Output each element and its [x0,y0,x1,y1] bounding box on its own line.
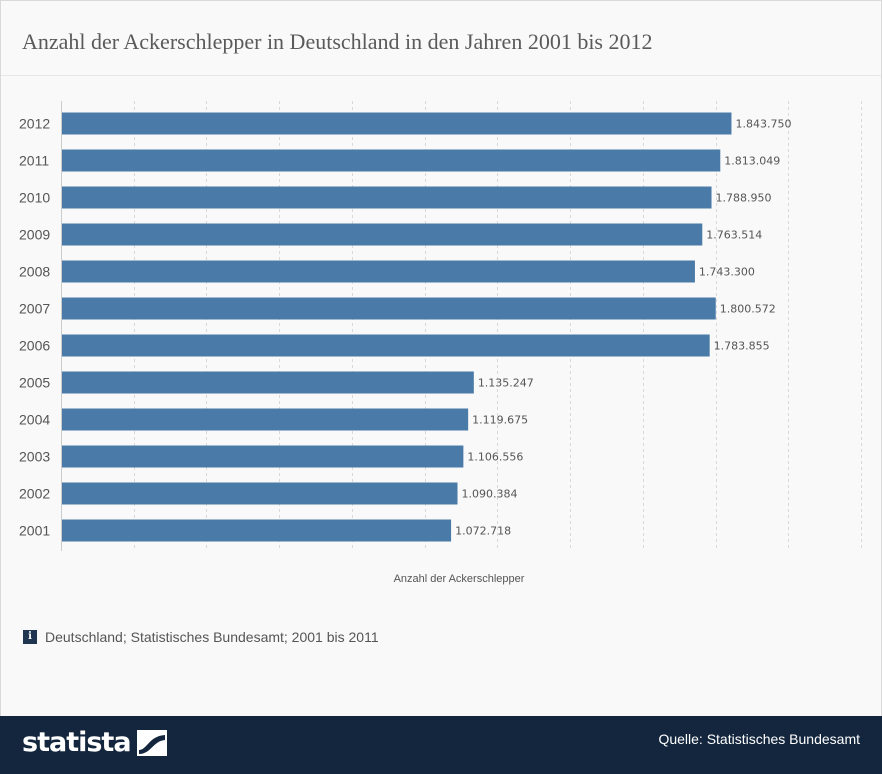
y-tick-label: 2011 [19,153,49,169]
bar [62,149,721,172]
footer: statista Quelle: Statistisches Bundesamt [0,716,882,774]
bar [62,223,703,246]
info-icon[interactable]: i [23,630,37,644]
source-note-text: Deutschland; Statistisches Bundesamt; 20… [45,629,379,645]
source-note: i Deutschland; Statistisches Bundesamt; … [23,629,379,645]
data-label: 1.106.556 [467,451,523,464]
data-label: 1.788.950 [716,192,772,205]
bar [62,297,716,320]
bar [62,445,464,468]
data-label: 1.090.384 [462,488,518,501]
y-tick-label: 2010 [19,190,50,206]
data-label: 1.763.514 [706,229,762,242]
bar [62,408,469,431]
x-axis-label: Anzahl der Ackerschlepper [394,573,525,585]
bar-chart: 2012 1.843.750 2011 1.813.049 2010 1.788.950 2… [19,101,862,585]
data-label: 1.743.300 [699,266,755,279]
divider [1,75,881,76]
data-label: 1.783.855 [714,340,770,353]
statista-logo-icon [136,729,167,756]
bar [62,371,474,394]
y-tick-label: 2002 [19,486,50,502]
data-label: 1.119.675 [472,414,528,427]
bar [62,334,710,357]
logo-text: statista [22,727,132,758]
footer-source: Quelle: Statistisches Bundesamt [658,731,860,747]
bar [62,186,712,209]
data-label: 1.800.572 [720,303,776,316]
y-tick-label: 2007 [19,301,50,317]
statista-logo[interactable]: statista [22,727,167,758]
bar [62,519,452,542]
y-tick-label: 2005 [19,375,50,391]
y-tick-label: 2004 [19,412,50,428]
y-tick-label: 2009 [19,227,50,243]
y-tick-label: 2008 [19,264,50,280]
data-label: 1.813.049 [724,155,780,168]
y-tick-label: 2006 [19,338,50,354]
bar [62,112,732,135]
y-tick-label: 2001 [19,523,50,539]
y-tick-label: 2012 [19,116,50,132]
bar [62,482,458,505]
data-label: 1.135.247 [478,377,534,390]
chart-title: Anzahl der Ackerschlepper in Deutschland… [22,29,653,54]
y-tick-label: 2003 [19,449,50,465]
data-label: 1.072.718 [455,525,511,538]
data-label: 1.843.750 [735,118,791,131]
bar [62,260,695,283]
